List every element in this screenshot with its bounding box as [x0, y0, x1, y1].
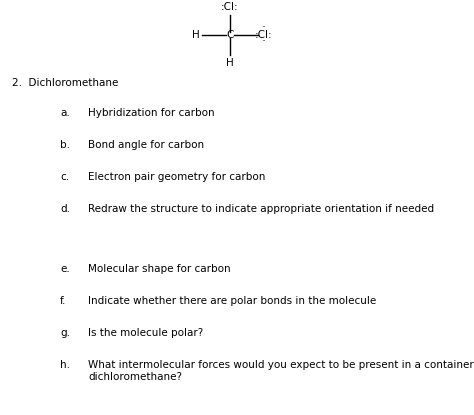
Text: Redraw the structure to indicate appropriate orientation if needed: Redraw the structure to indicate appropr…	[88, 204, 434, 214]
Text: H: H	[226, 58, 234, 68]
Text: ··: ··	[228, 0, 232, 5]
Text: Bond angle for carbon: Bond angle for carbon	[88, 140, 204, 150]
Text: Indicate whether there are polar bonds in the molecule: Indicate whether there are polar bonds i…	[88, 296, 376, 306]
Text: e.: e.	[60, 264, 70, 274]
Text: Is the molecule polar?: Is the molecule polar?	[88, 328, 203, 338]
Text: g.: g.	[60, 328, 70, 338]
Text: H: H	[192, 30, 200, 40]
Text: :Cl:: :Cl:	[221, 2, 239, 12]
Text: Molecular shape for carbon: Molecular shape for carbon	[88, 264, 231, 274]
Text: C: C	[226, 30, 234, 40]
Text: h.: h.	[60, 360, 70, 370]
Text: c.: c.	[60, 172, 69, 182]
Text: f.: f.	[60, 296, 66, 306]
Text: Hybridization for carbon: Hybridization for carbon	[88, 108, 215, 118]
Text: ··: ··	[262, 24, 266, 32]
Text: :Cl:: :Cl:	[255, 30, 273, 40]
Text: d.: d.	[60, 204, 70, 214]
Text: 2.  Dichloromethane: 2. Dichloromethane	[12, 78, 118, 88]
Text: ··: ··	[262, 37, 266, 46]
Text: What intermolecular forces would you expect to be present in a container of
dich: What intermolecular forces would you exp…	[88, 360, 474, 382]
Text: a.: a.	[60, 108, 70, 118]
Text: b.: b.	[60, 140, 70, 150]
Text: Electron pair geometry for carbon: Electron pair geometry for carbon	[88, 172, 265, 182]
